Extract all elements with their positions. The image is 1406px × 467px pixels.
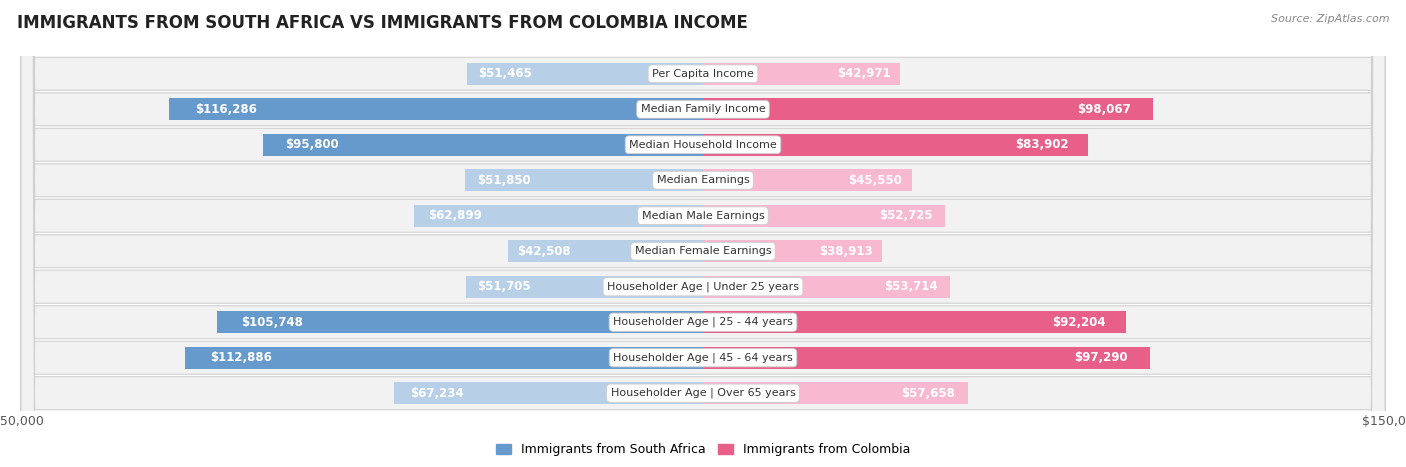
- Bar: [703, 382, 967, 404]
- Text: $42,971: $42,971: [837, 67, 890, 80]
- FancyBboxPatch shape: [21, 0, 1385, 467]
- Bar: [703, 311, 1126, 333]
- Text: $51,705: $51,705: [478, 280, 531, 293]
- FancyBboxPatch shape: [21, 0, 1385, 467]
- Bar: [184, 347, 703, 369]
- FancyBboxPatch shape: [21, 0, 1385, 467]
- FancyBboxPatch shape: [21, 0, 1385, 467]
- Text: Householder Age | Under 25 years: Householder Age | Under 25 years: [607, 282, 799, 292]
- Bar: [465, 276, 703, 298]
- Text: $62,899: $62,899: [429, 209, 482, 222]
- Text: $98,067: $98,067: [1077, 103, 1130, 116]
- Text: $67,234: $67,234: [409, 387, 463, 400]
- Text: $112,886: $112,886: [211, 351, 273, 364]
- Bar: [703, 240, 882, 262]
- Text: Per Capita Income: Per Capita Income: [652, 69, 754, 79]
- Bar: [703, 276, 949, 298]
- Text: Source: ZipAtlas.com: Source: ZipAtlas.com: [1271, 14, 1389, 24]
- FancyBboxPatch shape: [21, 0, 1385, 467]
- Text: Median Household Income: Median Household Income: [628, 140, 778, 150]
- Bar: [394, 382, 703, 404]
- Bar: [703, 205, 945, 227]
- Text: $95,800: $95,800: [285, 138, 339, 151]
- Bar: [169, 98, 703, 120]
- Text: Median Earnings: Median Earnings: [657, 175, 749, 185]
- Text: $51,465: $51,465: [478, 67, 533, 80]
- Bar: [703, 98, 1153, 120]
- Text: $42,508: $42,508: [517, 245, 571, 258]
- Text: Median Female Earnings: Median Female Earnings: [634, 246, 772, 256]
- Bar: [467, 63, 703, 85]
- Bar: [508, 240, 703, 262]
- Text: $52,725: $52,725: [879, 209, 934, 222]
- Text: $51,850: $51,850: [477, 174, 530, 187]
- Text: $38,913: $38,913: [820, 245, 873, 258]
- Legend: Immigrants from South Africa, Immigrants from Colombia: Immigrants from South Africa, Immigrants…: [491, 439, 915, 461]
- Bar: [703, 347, 1150, 369]
- Bar: [703, 63, 900, 85]
- FancyBboxPatch shape: [21, 0, 1385, 467]
- Text: $92,204: $92,204: [1052, 316, 1105, 329]
- Text: $45,550: $45,550: [848, 174, 901, 187]
- Bar: [465, 169, 703, 191]
- Text: Householder Age | 45 - 64 years: Householder Age | 45 - 64 years: [613, 353, 793, 363]
- Bar: [703, 134, 1088, 156]
- Bar: [218, 311, 703, 333]
- FancyBboxPatch shape: [21, 0, 1385, 467]
- Bar: [415, 205, 703, 227]
- Bar: [703, 169, 912, 191]
- Text: Median Family Income: Median Family Income: [641, 104, 765, 114]
- Text: $57,658: $57,658: [901, 387, 955, 400]
- Bar: [263, 134, 703, 156]
- FancyBboxPatch shape: [21, 0, 1385, 467]
- Text: IMMIGRANTS FROM SOUTH AFRICA VS IMMIGRANTS FROM COLOMBIA INCOME: IMMIGRANTS FROM SOUTH AFRICA VS IMMIGRAN…: [17, 14, 748, 32]
- FancyBboxPatch shape: [21, 0, 1385, 467]
- FancyBboxPatch shape: [21, 0, 1385, 467]
- Text: $53,714: $53,714: [884, 280, 938, 293]
- Text: Householder Age | 25 - 44 years: Householder Age | 25 - 44 years: [613, 317, 793, 327]
- Text: $97,290: $97,290: [1074, 351, 1128, 364]
- Text: $116,286: $116,286: [195, 103, 257, 116]
- Text: Householder Age | Over 65 years: Householder Age | Over 65 years: [610, 388, 796, 398]
- Text: $83,902: $83,902: [1015, 138, 1069, 151]
- Text: Median Male Earnings: Median Male Earnings: [641, 211, 765, 221]
- Text: $105,748: $105,748: [242, 316, 304, 329]
